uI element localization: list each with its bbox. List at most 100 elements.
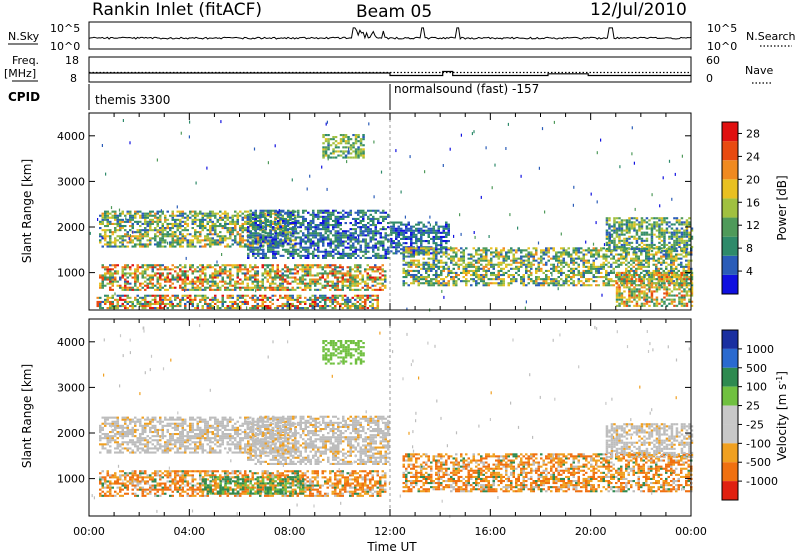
power-cell [420,249,423,252]
power-cell [670,245,674,248]
power-cell [354,219,357,222]
power-cell [442,284,445,287]
power-cell [211,210,214,213]
power-cell [650,235,654,238]
power-cell [254,270,257,273]
power-cell [254,242,257,245]
power-cell [517,247,520,250]
power-cell [196,288,199,291]
power-cell [109,274,112,277]
power-cell [402,267,405,270]
power-cell [194,216,197,219]
power-cell [675,237,679,240]
power-cell [575,274,578,277]
power-cell [500,284,503,287]
power-cell [364,268,367,271]
power-cell [134,235,137,238]
power-cell [119,241,122,244]
power-cell [678,296,681,299]
power-cell [329,217,332,220]
power-cell [176,229,179,232]
power-cell [214,243,217,246]
power-cell [302,240,305,243]
power-cell [179,210,182,213]
power-cell [364,270,367,273]
power-cell [266,270,269,273]
power-cell [221,212,224,215]
power-cell [527,253,530,256]
power-cell [618,235,621,238]
power-cell [660,229,664,232]
power-cell [171,212,174,215]
power-cell [354,276,357,279]
power-cell [327,242,330,245]
power-cell [545,247,548,250]
power-cell [660,300,664,303]
power-cell [334,215,337,218]
power-cell [151,284,154,287]
power-cell [139,239,142,242]
power-cell [445,276,448,279]
power-cell [672,269,675,272]
power-cell [660,233,664,236]
power-cell [332,250,335,253]
power-cell [287,242,290,245]
power-cell [467,261,470,264]
power-cell [547,269,550,272]
power-cell [405,229,408,232]
power-cell [239,233,242,236]
power-cell [377,252,380,255]
power-cell [297,213,300,216]
power-cell [299,244,302,247]
power-cell [643,302,646,305]
cpid-mode-1: themis 3300 [95,93,170,107]
power-cell [425,269,428,272]
power-cell [199,270,202,273]
power-cell [688,231,691,234]
power-cell [455,282,458,285]
power-cell [259,234,262,237]
power-cell [607,280,610,283]
power-cell [412,259,415,262]
power-cell [650,247,653,250]
power-cell [500,282,503,285]
power-cell [376,288,379,291]
power-cell [663,241,666,244]
power-cell [683,296,686,299]
power-cell [467,271,470,274]
power-cell [321,266,324,269]
power-cell [114,218,117,221]
power-cell [339,244,342,247]
power-cell [567,274,570,277]
power-cell [149,243,152,246]
power-cell [361,274,364,277]
power-cell [257,254,260,257]
power-cell [685,235,689,238]
power-cell [485,265,488,268]
power-cell [545,269,548,272]
power-cell [352,244,355,247]
power-cell [379,215,382,218]
power-cell [455,274,458,277]
power-cell [660,298,664,301]
power-cell [327,230,330,233]
power-cell [317,238,320,241]
power-cell [630,269,633,272]
power-cell [490,257,493,260]
power-cell [670,235,674,238]
power-cell [374,242,377,245]
power-cell [562,271,565,274]
power-cell [109,278,112,281]
power-cell [164,220,167,223]
power-cell [164,239,167,242]
power-cell [154,264,157,267]
power-cell [191,222,194,225]
power-cell [236,270,239,273]
power-cell [139,214,142,217]
power-cell [369,230,372,233]
power-cell [562,282,565,285]
power-cell [595,280,598,283]
power-cell [191,241,194,244]
power-cell [292,209,295,212]
power-cell [254,211,257,214]
